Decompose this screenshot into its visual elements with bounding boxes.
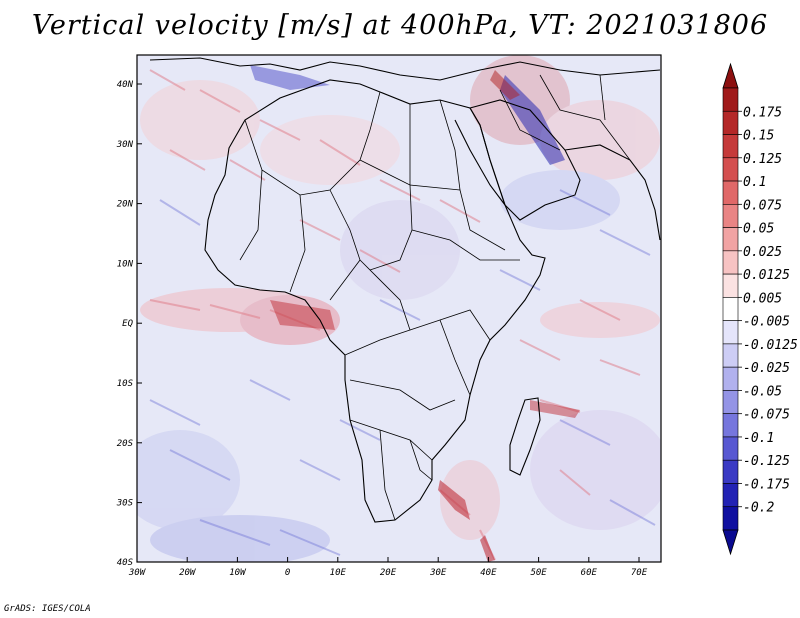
lon-tick-label: 30E: [429, 568, 447, 578]
lon-tick-label: 30W: [128, 568, 147, 578]
grads-credit: GrADS: IGES/COLA: [4, 604, 91, 614]
colorbar-swatch: [722, 390, 739, 414]
lon-tick-label: 10E: [330, 568, 347, 578]
lon-tick-label: 20E: [380, 568, 397, 578]
colorbar-label: -0.2: [743, 501, 774, 516]
colorbar-label: -0.175: [743, 477, 790, 492]
colorbar-swatch: [722, 110, 739, 135]
country-borders: [239, 74, 631, 521]
colorbar-swatch: [722, 483, 739, 508]
lat-tick-label: 20N: [117, 200, 134, 210]
streak-texture-blue: [149, 189, 656, 556]
colorbar-swatch: [722, 320, 739, 345]
colorbar-bottom-triangle: [722, 529, 739, 556]
map-frame: [136, 54, 662, 563]
lat-tick-label: 30S: [116, 499, 134, 509]
longitude-axis: 30W 20W 10W 0 10E 20E 30E 40E 50E 60E 70E: [128, 557, 648, 578]
colorbar-swatch: [722, 227, 739, 252]
lon-tick-label: 20W: [179, 568, 197, 578]
lat-tick-label: 10S: [117, 379, 134, 389]
lon-tick-label: 0: [285, 568, 290, 578]
lat-tick-label: EQ: [122, 319, 133, 329]
colorbar-swatch: [722, 204, 739, 228]
colorbar-swatch: [722, 459, 739, 484]
colorbar-swatch: [722, 366, 739, 391]
colorbar-swatch: [722, 180, 739, 205]
colorbar-swatch: [722, 297, 739, 321]
colorbar-label: 0.15: [743, 129, 774, 144]
colorbar-label: -0.005: [743, 315, 790, 330]
colorbar-label: 0.05: [743, 222, 774, 237]
map-title: Vertical velocity [m/s] at 400hPa, VT: 2…: [31, 10, 769, 41]
asia-outline: [564, 144, 661, 241]
lon-tick-label: 50E: [530, 568, 547, 578]
colorbar-label: -0.05: [743, 384, 782, 399]
colorbar-label: 0.175: [743, 105, 782, 120]
lon-tick-label: 70E: [631, 568, 648, 578]
coastlines: [149, 57, 661, 523]
map-plot-area: [136, 54, 662, 563]
colorbar-swatch: [722, 343, 739, 368]
lat-tick-label: 10N: [117, 259, 134, 269]
colorbar-label: -0.1: [743, 431, 774, 446]
colorbar-label: 0.0125: [743, 268, 790, 283]
colorbar-swatch: [722, 506, 739, 531]
colorbar-label: 0.075: [743, 198, 782, 213]
lat-tick-label: 30N: [116, 140, 134, 150]
lat-tick-label: 20S: [117, 439, 134, 449]
strong-signal-patches: [250, 65, 580, 562]
colorbar-label: 0.005: [743, 291, 782, 306]
colorbar-label: 0.1: [743, 175, 766, 190]
africa-outline: [204, 79, 546, 523]
red-sea-outline: [454, 119, 506, 206]
colorbar-label: -0.0125: [743, 338, 798, 353]
lat-tick-label: 40N: [117, 80, 134, 90]
colorbar: 0.175 0.15 0.125 0.1 0.075 0.05 0.025 0.0125 0.0…: [722, 62, 798, 556]
lon-tick-label: 40E: [480, 568, 497, 578]
colorbar-label: -0.125: [743, 454, 790, 469]
colorbar-swatch: [722, 436, 739, 461]
colorbar-swatch: [722, 157, 739, 182]
colorbar-label: -0.075: [743, 408, 790, 423]
colorbar-swatch: [722, 87, 739, 112]
colorbar-swatch: [722, 413, 739, 438]
lat-tick-label: 40S: [117, 558, 134, 568]
latitude-axis: 40N 30N 20N 10N EQ 10S 20S 30S 40S: [116, 80, 142, 568]
europe-outline: [149, 57, 661, 81]
arabia-outline: [469, 99, 581, 221]
colorbar-label: 0.025: [743, 245, 782, 260]
lon-tick-label: 10W: [229, 568, 247, 578]
colorbar-label: 0.125: [743, 152, 782, 167]
madagascar-outline: [509, 397, 541, 476]
colorbar-swatch: [722, 250, 739, 275]
colorbar-swatch: [722, 273, 739, 298]
colorbar-top-triangle: [722, 62, 739, 89]
colorbar-label: -0.025: [743, 361, 790, 376]
colorbar-swatch: [722, 134, 739, 159]
lon-tick-label: 60E: [581, 568, 598, 578]
